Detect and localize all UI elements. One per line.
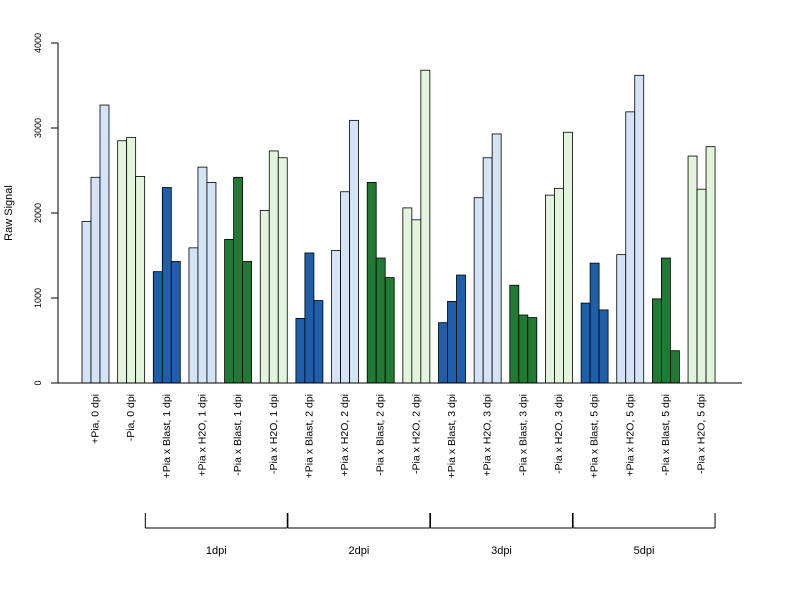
bar	[99, 104, 110, 384]
y-axis: 0 1000 2000 3000 4000	[33, 33, 59, 386]
bar	[509, 284, 520, 384]
bar	[563, 131, 573, 384]
x-tick-label: -Pia x H2O, 3 dpi	[553, 394, 565, 474]
x-tick-label: -Pia x Blast, 2 dpi	[375, 394, 387, 476]
x-tick-label: -Pia x Blast, 5 dpi	[660, 394, 672, 476]
y-tick-label: 1000	[33, 288, 43, 308]
bar	[545, 194, 555, 384]
bracket-label: 5dpi	[634, 545, 655, 557]
x-tick-label: +Pia x Blast, 1 dpi	[161, 394, 173, 478]
bar	[242, 261, 253, 384]
bar	[482, 157, 493, 384]
bar	[259, 210, 270, 384]
bar	[456, 274, 466, 384]
bar	[135, 176, 146, 384]
y-tick-label: 2000	[33, 203, 43, 223]
bar	[313, 300, 324, 384]
bar	[197, 166, 208, 384]
bar	[625, 111, 636, 384]
bracket-label: 1dpi	[206, 545, 227, 557]
x-tick-label: -Pia x H2O, 5 dpi	[696, 394, 708, 474]
x-tick-label: -Pia x H2O, 1 dpi	[268, 394, 280, 474]
bar	[518, 314, 529, 384]
bar	[233, 176, 244, 384]
x-tick-label: +Pia x Blast, 2 dpi	[303, 394, 315, 478]
bar	[161, 187, 172, 384]
bar	[589, 262, 600, 384]
bar	[598, 309, 609, 384]
x-tick-label: +Pia, 0 dpi	[90, 394, 102, 444]
bar	[268, 150, 279, 384]
y-tick-label: 0	[33, 380, 43, 385]
bar	[81, 221, 92, 384]
bar	[206, 181, 217, 384]
bar	[447, 300, 457, 384]
x-tick-label: +Pia x H2O, 2 dpi	[339, 394, 351, 477]
bars	[81, 69, 716, 384]
bar	[188, 247, 199, 384]
x-tick-label: +Pia x H2O, 3 dpi	[482, 394, 494, 477]
bar	[349, 119, 359, 384]
bracket-label: 2dpi	[348, 545, 369, 557]
bar	[616, 254, 627, 384]
bracket-label: 3dpi	[491, 545, 512, 557]
bar	[652, 298, 662, 384]
x-tick-label: +Pia x H2O, 1 dpi	[196, 394, 208, 477]
x-tick-label: -Pia, 0 dpi	[125, 394, 137, 441]
bar	[420, 69, 431, 384]
bar	[687, 155, 698, 384]
bar	[224, 238, 235, 384]
bar	[375, 257, 386, 384]
bar	[473, 197, 484, 384]
bar	[277, 157, 288, 384]
bar	[696, 188, 707, 384]
bar	[670, 350, 680, 384]
bar	[295, 317, 306, 384]
bar	[491, 133, 502, 384]
bar	[554, 187, 564, 384]
y-tick-label: 3000	[33, 118, 43, 138]
bar	[366, 181, 377, 384]
x-tick-label: +Pia x Blast, 5 dpi	[589, 394, 601, 478]
bar	[331, 249, 341, 384]
bar	[438, 322, 448, 384]
timepoint-brackets: 1dpi 2dpi 3dpi 5dpi	[144, 513, 716, 557]
bar	[705, 146, 716, 384]
bar	[340, 191, 350, 384]
bar	[580, 302, 591, 384]
bar	[661, 257, 671, 384]
bar	[634, 74, 645, 384]
bar	[304, 252, 315, 384]
bar	[170, 261, 181, 384]
x-tick-label: -Pia x Blast, 3 dpi	[517, 394, 529, 476]
x-tick-label: +Pia x Blast, 3 dpi	[446, 394, 458, 478]
bar	[384, 277, 395, 384]
x-tick-label: -Pia x H2O, 2 dpi	[410, 394, 422, 474]
x-tick-label: -Pia x Blast, 1 dpi	[232, 394, 244, 476]
bar	[126, 136, 137, 384]
bar	[90, 176, 101, 384]
bar	[411, 219, 422, 384]
y-tick-label: 4000	[33, 33, 43, 53]
y-axis-label: Raw Signal	[3, 185, 15, 241]
bar	[117, 140, 128, 384]
x-tick-labels: +Pia, 0 dpi -Pia, 0 dpi +Pia x Blast, 1 dp…	[90, 394, 708, 478]
bar	[402, 207, 413, 384]
x-tick-label: +Pia x H2O, 5 dpi	[624, 394, 636, 477]
bar	[527, 317, 538, 384]
bar	[152, 271, 163, 384]
